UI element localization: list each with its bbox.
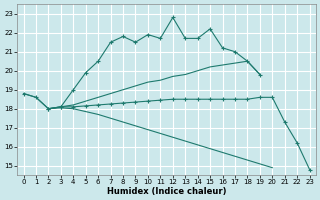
X-axis label: Humidex (Indice chaleur): Humidex (Indice chaleur) — [107, 187, 226, 196]
